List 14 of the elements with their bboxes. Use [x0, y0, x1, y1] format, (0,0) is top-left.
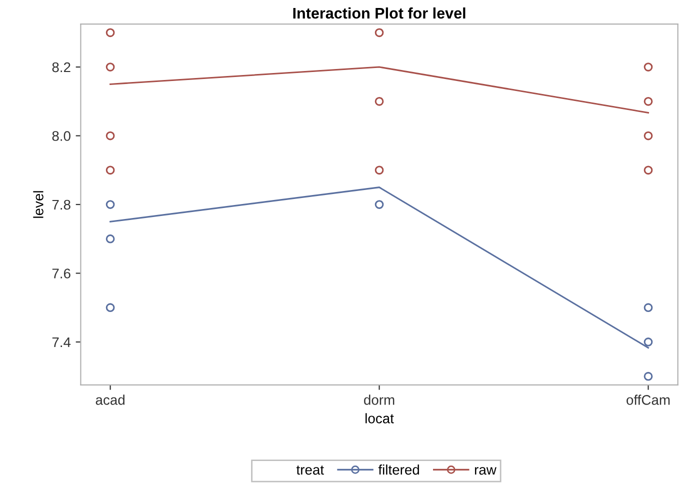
y-tick-label: 7.8: [52, 200, 70, 210]
x-tick-label: dorm: [364, 394, 394, 405]
x-tick-label: acad: [96, 394, 124, 405]
legend-title: treat: [296, 466, 324, 475]
y-tick-label: 7.4: [52, 337, 71, 348]
legend-label: raw: [474, 467, 496, 475]
x-tick-label: offCam: [626, 394, 670, 405]
y-tick-label: 8.2: [52, 62, 70, 72]
legend-label: filtered: [378, 464, 419, 475]
y-axis-title: level: [33, 191, 44, 218]
y-tick-label: 7.6: [52, 268, 70, 278]
chart-title: Interaction Plot for level: [293, 7, 466, 19]
x-axis-title: locat: [366, 413, 394, 424]
y-tick-label: 8.0: [52, 131, 70, 141]
